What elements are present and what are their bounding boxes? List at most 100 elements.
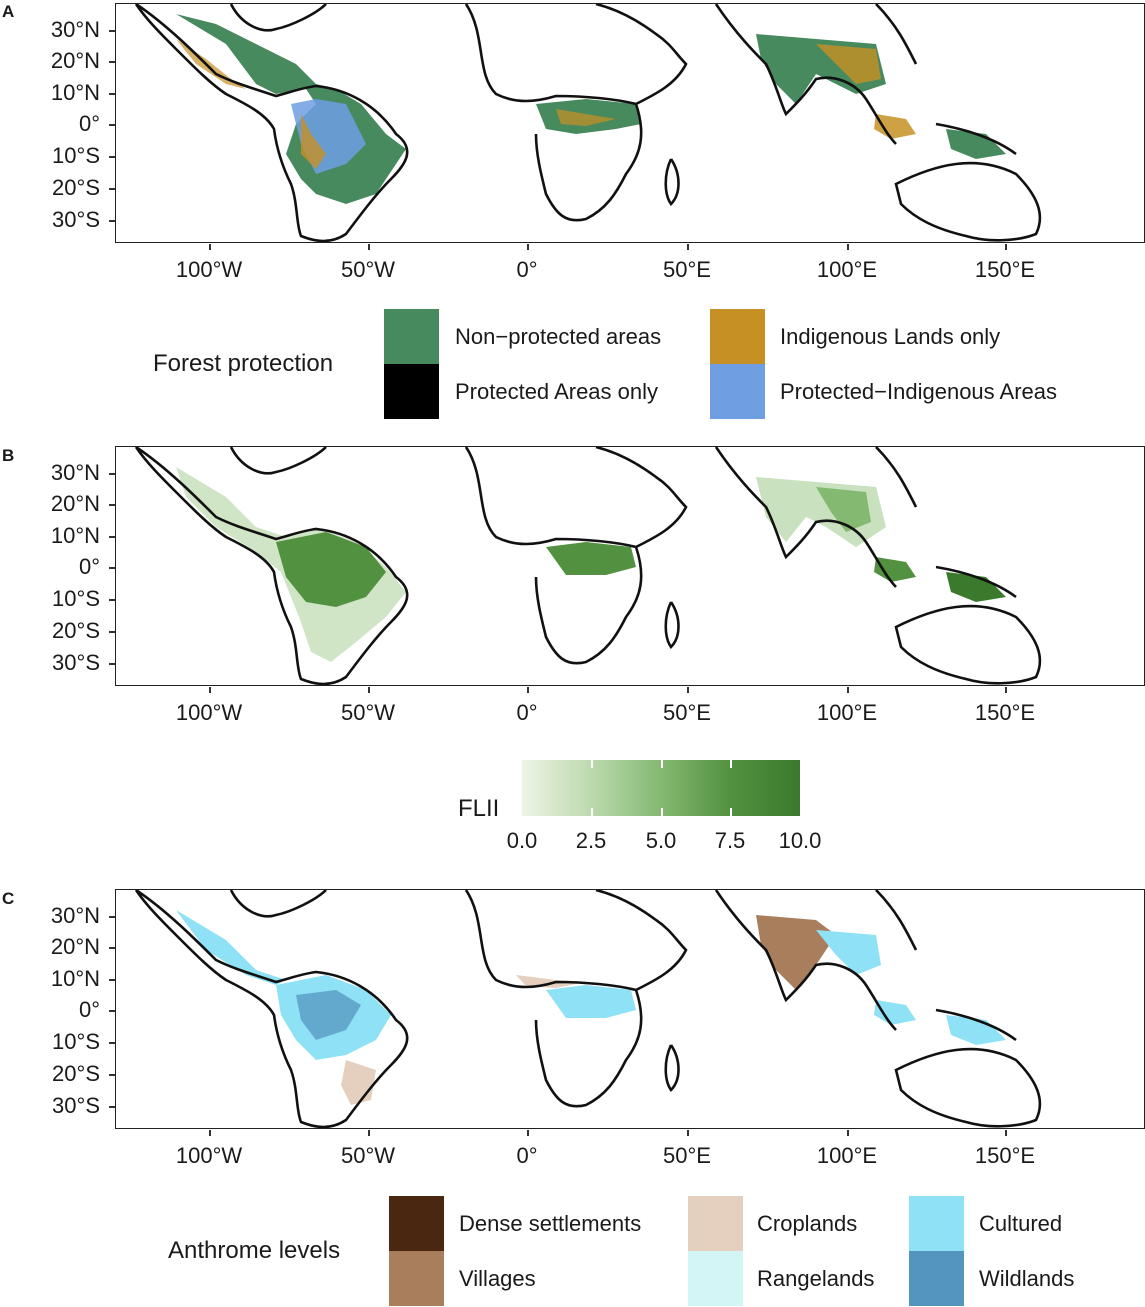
lon-tick [209,244,211,250]
lat-label: 10°N [50,966,100,991]
cbar-tick-top [591,760,593,768]
cbar-tick-top [730,760,732,768]
lon-label: 100°E [816,700,878,725]
lat-tick [109,30,115,32]
map-panel-c [115,889,1145,1129]
lat-label: 20°N [50,491,100,516]
cbar-label-0: 0.0 [506,828,538,853]
lat-tick [109,1106,115,1108]
panel-letter-b: B [2,446,15,465]
swatch-dense-settlements [389,1196,444,1251]
lat-label: 10°S [52,1029,100,1054]
lon-tick [1005,1130,1007,1136]
lat-label: 0° [78,111,100,136]
lon-label: 0° [516,700,538,725]
lat-label: 0° [78,554,100,579]
legend-label-wildlands: Wildlands [979,1266,1075,1291]
lon-tick [1005,244,1007,250]
flii-map [134,447,1042,685]
swatch-cultured [909,1196,964,1251]
lon-tick [847,1130,849,1136]
lat-tick [109,631,115,633]
lon-tick [527,244,529,250]
legend-label-villages: Villages [459,1266,536,1291]
lon-label: 50°E [663,257,711,282]
lat-tick [109,567,115,569]
lon-tick [209,687,211,693]
lat-tick [109,663,115,665]
lat-tick [109,536,115,538]
cbar-label-4: 10.0 [778,828,822,853]
lon-tick [527,687,529,693]
swatch-wildlands [909,1251,964,1306]
swatch-non-protected [384,309,439,364]
lon-label: 50°W [340,1143,396,1168]
cbar-label-2: 5.0 [645,828,677,853]
lon-label: 0° [516,257,538,282]
legend-a-title: Forest protection [153,350,334,377]
lat-label: 30°S [52,207,100,232]
lon-label: 100°W [175,1143,243,1168]
lat-label: 10°S [52,143,100,168]
cbar-tick-bottom [661,808,663,816]
lat-label: 0° [78,997,100,1022]
lon-tick [687,1130,689,1136]
lat-label: 10°N [50,80,100,105]
lat-tick [109,979,115,981]
legend-label-indigenous-only: Indigenous Lands only [780,324,1001,349]
lat-label: 20°S [52,1061,100,1086]
lon-label: 100°W [175,257,243,282]
lon-tick [368,244,370,250]
lon-label: 50°W [340,257,396,282]
cbar-tick-bottom [730,808,732,816]
lat-tick [109,220,115,222]
lon-tick [368,687,370,693]
panel-letter-c: C [2,889,15,908]
lat-label: 20°N [50,48,100,73]
lat-tick [109,1042,115,1044]
lat-label: 30°N [50,903,100,928]
lat-label: 30°S [52,1093,100,1118]
legend-label-croplands: Croplands [757,1211,858,1236]
lon-label: 50°E [663,700,711,725]
cbar-tick-top [661,760,663,768]
lon-tick [847,687,849,693]
lat-label: 20°S [52,618,100,643]
map-panel-b [115,446,1145,686]
lat-label: 30°N [50,460,100,485]
lon-label: 100°W [175,700,243,725]
lat-label: 30°N [50,17,100,42]
swatch-croplands [688,1196,743,1251]
lat-tick [109,61,115,63]
lat-tick [109,916,115,918]
cbar-label-1: 2.5 [575,828,607,853]
lon-tick [687,244,689,250]
swatch-rangelands [688,1251,743,1306]
legend-c-title: Anthrome levels [168,1237,341,1264]
forest-protection-map [134,4,1042,242]
lat-tick [109,1010,115,1012]
lon-label: 50°W [340,700,396,725]
swatch-protected-only [384,364,439,419]
lon-label: 150°E [974,700,1036,725]
lat-tick [109,504,115,506]
lat-label: 20°N [50,934,100,959]
lat-tick [109,1074,115,1076]
lon-tick [209,1130,211,1136]
lon-label: 150°E [974,257,1036,282]
swatch-villages [389,1251,444,1306]
flii-colorbar [522,760,800,816]
swatch-indigenous-only [710,309,765,364]
lat-tick [109,473,115,475]
lat-label: 20°S [52,175,100,200]
lat-tick [109,93,115,95]
panel-letter-a: A [2,2,15,21]
lat-tick [109,156,115,158]
lat-tick [109,124,115,126]
lat-label: 10°S [52,586,100,611]
lat-tick [109,947,115,949]
cbar-tick-bottom [591,808,593,816]
anthrome-map [134,890,1042,1128]
lon-tick [687,687,689,693]
lat-tick [109,188,115,190]
